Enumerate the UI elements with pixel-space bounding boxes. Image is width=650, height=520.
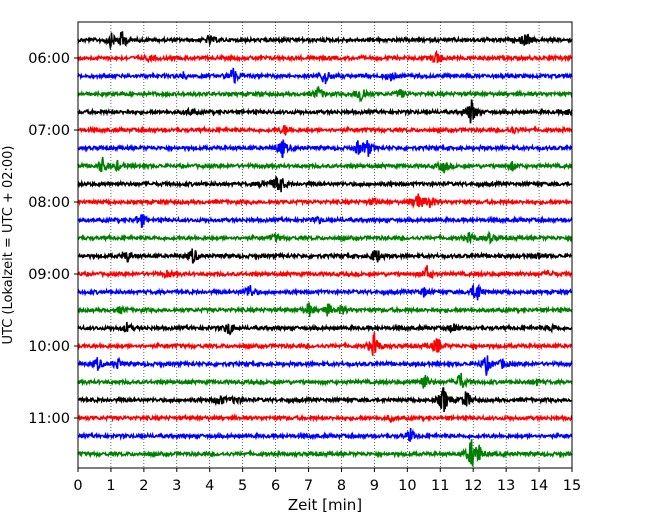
- x-tick-label: 12: [464, 478, 482, 494]
- y-tick-label: 07:00: [28, 123, 70, 139]
- x-axis-label: Zeit [min]: [288, 496, 362, 514]
- x-tick-label: 5: [238, 478, 247, 494]
- x-tick-label: 6: [271, 478, 280, 494]
- seismic-trace: [77, 176, 573, 193]
- x-tick-label: 4: [205, 478, 214, 494]
- y-axis-label: UTC (Lokalzeit = UTC + 02:00): [1, 146, 16, 345]
- seismic-trace: [77, 355, 573, 376]
- y-tick-label: 09:00: [28, 267, 70, 283]
- traces: [77, 31, 573, 467]
- seismic-trace: [77, 49, 573, 64]
- seismic-trace: [77, 99, 573, 124]
- seismic-trace: [77, 124, 573, 136]
- y-axis: 06:00 07:00 08:00 09:00 10:00 11:00: [28, 51, 78, 427]
- seismic-trace: [77, 427, 573, 442]
- seismic-trace: [77, 321, 573, 336]
- seismic-trace: [77, 372, 573, 389]
- x-tick-label: 3: [172, 478, 181, 494]
- seismic-trace: [77, 439, 573, 467]
- x-tick-label: 13: [497, 478, 515, 494]
- y-tick-label: 08:00: [28, 195, 70, 211]
- x-tick-label: 15: [563, 478, 581, 494]
- x-tick-label: 7: [304, 478, 313, 494]
- seismic-trace: [77, 283, 573, 301]
- y-tick-label: 11:00: [28, 411, 70, 427]
- x-tick-label: 8: [337, 478, 346, 494]
- seismic-trace: [77, 265, 573, 280]
- y-tick-label: 06:00: [28, 51, 70, 67]
- seismic-trace: [77, 156, 573, 174]
- x-tick-label: 14: [530, 478, 548, 494]
- seismic-trace: [77, 248, 573, 264]
- x-tick-label: 10: [398, 478, 416, 494]
- x-tick-label: 11: [431, 478, 449, 494]
- seismic-trace: [77, 86, 573, 103]
- seismic-trace: [77, 230, 573, 246]
- seismic-trace: [77, 193, 573, 210]
- seismic-trace: [77, 139, 573, 159]
- seismic-trace: [77, 331, 573, 356]
- y-tick-label: 10:00: [28, 339, 70, 355]
- seismic-trace: [77, 31, 573, 51]
- plot-frame: [77, 21, 573, 469]
- x-tick-label: 0: [73, 478, 82, 494]
- x-tick-label: 1: [106, 478, 115, 494]
- seismic-trace: [77, 302, 573, 317]
- seismic-trace: [77, 413, 573, 424]
- x-axis: 0 1 2 3 4 5 6 7 8 9 10 11 12 13 14 15: [73, 468, 581, 494]
- seismic-trace: [77, 387, 573, 412]
- x-tick-label: 9: [370, 478, 379, 494]
- seismic-trace: [77, 214, 573, 228]
- x-tick-label: 2: [139, 478, 148, 494]
- grid-lines: [110, 22, 540, 468]
- seismic-trace: [77, 67, 573, 85]
